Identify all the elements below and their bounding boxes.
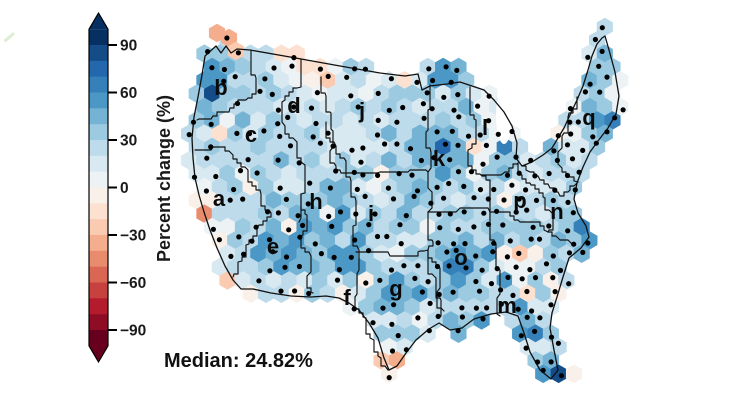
svg-text:60: 60: [120, 85, 137, 102]
svg-text:−60: −60: [120, 275, 146, 292]
svg-text:30: 30: [120, 133, 137, 150]
svg-text:o: o: [454, 245, 467, 270]
svg-text:a: a: [213, 186, 226, 211]
svg-text:c: c: [245, 122, 257, 147]
svg-text:e: e: [267, 234, 279, 259]
svg-text:i: i: [368, 201, 374, 226]
svg-text:b: b: [214, 75, 227, 100]
svg-text:f: f: [343, 285, 351, 310]
svg-text:n: n: [550, 199, 563, 224]
svg-text:p: p: [513, 188, 526, 213]
svg-text:0: 0: [120, 180, 129, 197]
svg-text:−30: −30: [120, 228, 146, 245]
svg-text:h: h: [309, 189, 322, 214]
svg-text:90: 90: [120, 38, 137, 55]
svg-text:−90: −90: [120, 323, 146, 340]
svg-text:k: k: [433, 146, 446, 171]
svg-text:g: g: [389, 276, 402, 301]
svg-text:m: m: [497, 293, 517, 318]
svg-text:d: d: [287, 93, 300, 118]
svg-text:Percent change (%): Percent change (%): [154, 95, 174, 262]
svg-text:q: q: [582, 105, 595, 130]
svg-text:Median: 24.82%: Median: 24.82%: [164, 350, 313, 372]
svg-text:l: l: [482, 115, 488, 140]
svg-text:j: j: [358, 98, 365, 123]
